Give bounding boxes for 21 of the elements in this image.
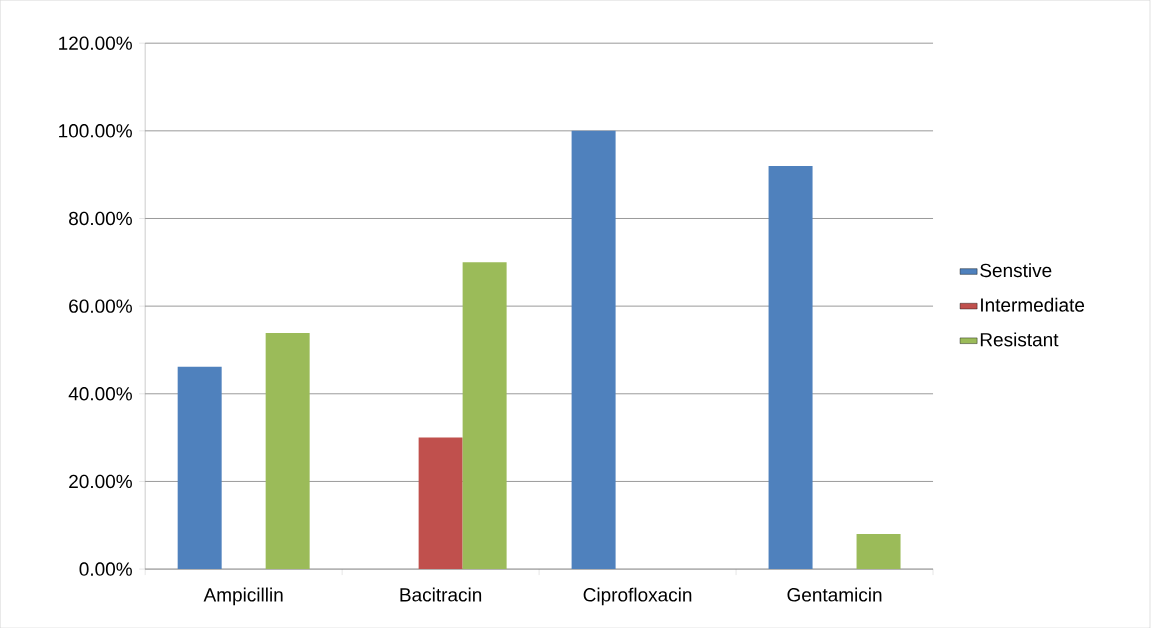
legend-label: Resistant: [980, 332, 1059, 347]
bar: [265, 332, 310, 569]
x-tick-label: Ampicillin: [203, 587, 283, 606]
y-tick-label: 20.00%: [69, 474, 132, 489]
bar: [462, 262, 507, 569]
bar: [571, 130, 616, 569]
legend-label: Intermediate: [981, 297, 1085, 312]
y-tick-label: 80.00%: [69, 211, 132, 226]
bar: [768, 165, 813, 569]
y-tick-label: 40.00%: [68, 386, 132, 401]
y-tick-label: 120.00%: [59, 36, 132, 50]
y-tick-label: 0.00%: [79, 562, 132, 576]
y-tick-label: 60.00%: [69, 299, 132, 313]
x-tick-label: Gentamicin: [787, 587, 882, 602]
bar: [856, 533, 901, 569]
bar: [177, 366, 222, 569]
x-tick-label: Bacitracin: [400, 587, 482, 602]
y-tick-label: 100.00%: [59, 123, 132, 138]
x-tick-label: Ciprofloxacin: [583, 587, 692, 606]
legend-label: Senstive: [980, 263, 1052, 278]
bar: [418, 437, 463, 569]
